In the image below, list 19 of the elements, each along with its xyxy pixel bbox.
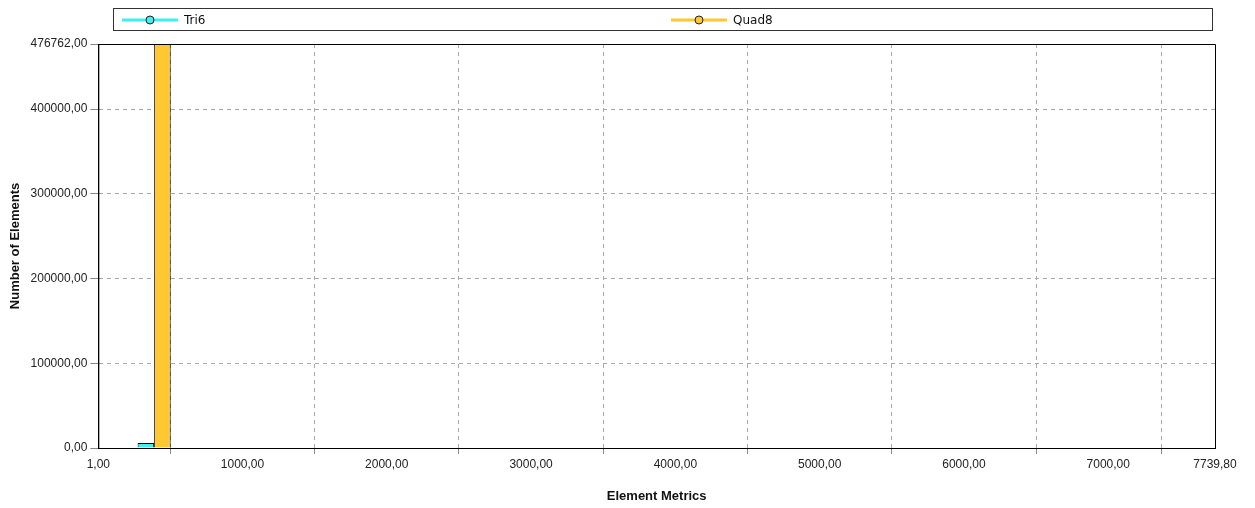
x-tick-label: 7000,00 [1086,456,1131,471]
x-tick-label: 4000,00 [653,456,698,471]
x-tick-label: 3000,00 [509,456,554,471]
y-tick-label: 400000,00 [30,101,88,116]
y-tick-label: 300000,00 [30,186,88,201]
x-tick-label: 6000,00 [942,456,986,471]
x-tick-label: 5000,00 [797,456,842,471]
y-tick-label: 200000,00 [30,270,88,285]
legend-label: Quad8 [733,12,773,27]
x-tick-label: 1000,00 [220,456,265,471]
y-tick-label: 100000,00 [30,355,88,370]
y-tick-label: 476762,00 [30,36,88,51]
x-axis-title: Element Metrics [606,487,707,503]
x-tick-label: 7739,80 [1193,456,1238,471]
y-axis-title: Number of Elements [7,182,23,310]
x-tick-label: 2000,00 [365,456,409,471]
x-tick-label: 1,00 [86,456,111,471]
legend-label: Tri6 [184,12,206,27]
y-tick-label: 0,00 [63,440,88,455]
